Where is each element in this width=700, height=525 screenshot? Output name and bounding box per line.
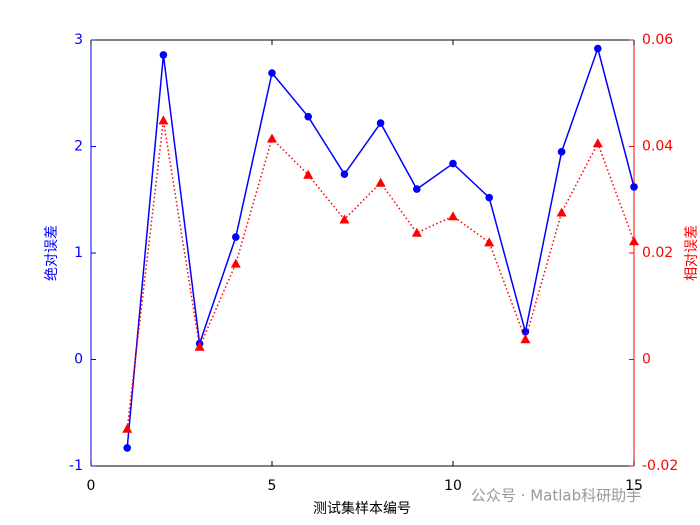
point [232, 233, 240, 241]
y2-tick-label: -0.02 [642, 458, 678, 474]
point [594, 44, 602, 53]
y2-axis-label: 相对误差 [684, 225, 700, 281]
y-tick-label: 2 [74, 139, 83, 155]
y-axis-label: 绝对误差 [44, 225, 60, 281]
x-tick-label: 10 [444, 478, 462, 494]
y-tick-label: 0 [74, 352, 83, 368]
x-tick-label: 5 [268, 478, 277, 494]
point [159, 51, 168, 59]
point [303, 169, 314, 179]
point [230, 258, 241, 268]
point [267, 133, 277, 143]
point [630, 183, 638, 191]
point [485, 193, 494, 202]
x-axis-label: 测试集样本编号 [313, 500, 411, 517]
point [411, 227, 422, 237]
point [448, 211, 458, 221]
point [375, 177, 386, 187]
point [592, 138, 603, 148]
x-tick-label: 15 [625, 478, 643, 494]
point [340, 170, 349, 178]
point [339, 214, 350, 224]
point [629, 236, 639, 246]
point [484, 237, 495, 247]
point [376, 119, 385, 127]
point [123, 444, 131, 452]
y2-tick-label: 0.06 [642, 32, 673, 48]
point [194, 341, 205, 351]
point [268, 69, 276, 77]
y-tick-label: -1 [69, 458, 83, 474]
point [449, 159, 457, 168]
x-tick-label: 0 [87, 478, 96, 494]
point [520, 334, 531, 344]
point [158, 115, 169, 125]
point [413, 185, 421, 193]
y2-tick-label: 0 [642, 352, 651, 368]
y2-tick-label: 0.02 [642, 245, 673, 261]
point [304, 112, 313, 121]
point [557, 148, 566, 156]
point [556, 207, 567, 217]
point [122, 423, 133, 433]
y2-tick-label: 0.04 [642, 139, 673, 155]
y-tick-label: 3 [74, 32, 83, 48]
watermark: 公众号 · Matlab科研助手 [471, 487, 641, 505]
y-tick-label: 1 [74, 245, 83, 261]
